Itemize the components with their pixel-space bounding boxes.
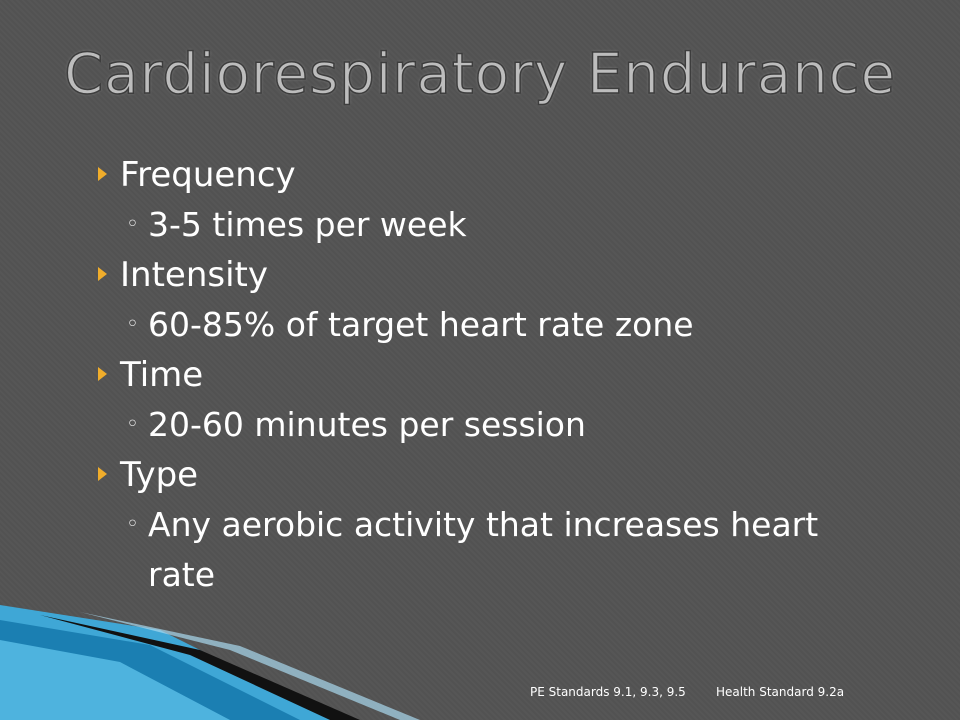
sub-bullet: 3-5 times per week — [126, 200, 868, 250]
footer-text: Health Standard 9.2a — [716, 685, 845, 699]
sub-bullet: 20-60 minutes per session — [126, 400, 868, 450]
bullet: Type — [98, 450, 880, 500]
bullet: Frequency — [98, 150, 880, 200]
bullet-list: Frequency 3-5 times per week Intensity 6… — [98, 150, 880, 600]
slide-title: Cardiorespiratory Endurance — [63, 41, 896, 108]
footer-text: PE Standards 9.1, 9.3, 9.5 — [530, 685, 686, 699]
bullet: Intensity — [98, 250, 880, 300]
sub-bullet: 60-85% of target heart rate zone — [126, 300, 868, 350]
bullet: Time — [98, 350, 880, 400]
sub-bullet: Any aerobic activity that increases hear… — [126, 500, 868, 600]
